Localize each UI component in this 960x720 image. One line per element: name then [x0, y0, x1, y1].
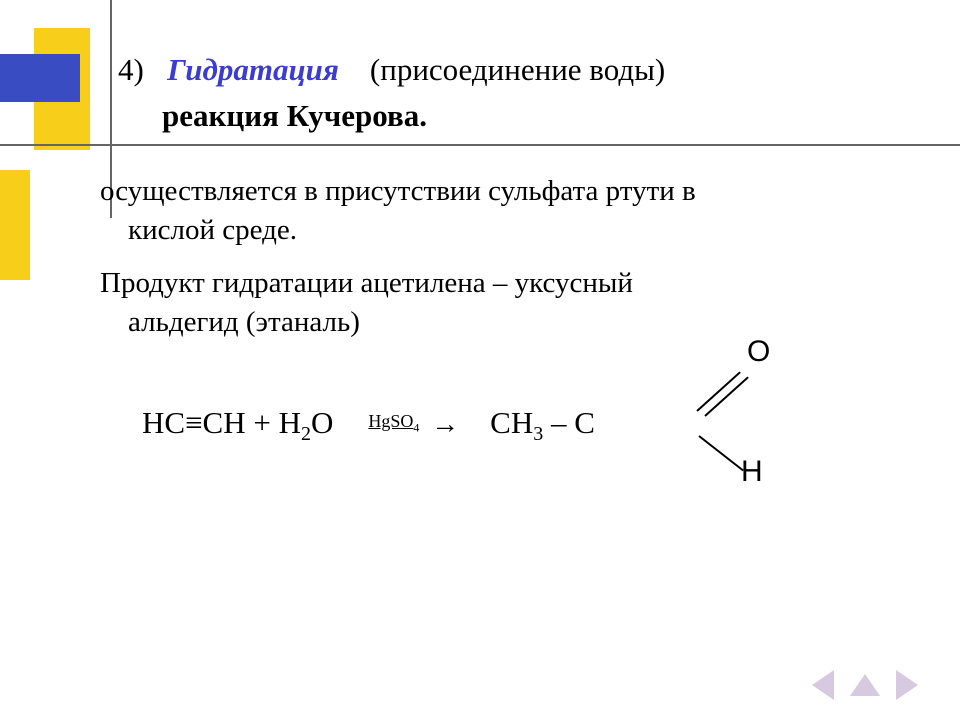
- slide-content: 4) Гидратация (присоединение воды) реакц…: [100, 52, 900, 517]
- reaction-sub-3: 3: [533, 423, 543, 445]
- decor-yellow-2: [0, 170, 30, 280]
- paragraph-2: Продукт гидратации ацетилена – уксусный …: [100, 264, 900, 342]
- nav-prev-button[interactable]: [806, 668, 840, 702]
- reaction-rhs-c: C: [574, 405, 595, 440]
- p1-line1: осуществляется в присутствии сульфата рт…: [100, 175, 696, 207]
- bond-co-1: [696, 371, 740, 411]
- reaction-text: HC≡CH + H2O HgSO4 → CH3 – C: [142, 405, 595, 446]
- triangle-left-icon: [812, 670, 834, 700]
- catalyst-main: HgSO: [368, 411, 413, 431]
- nav-next-button[interactable]: [890, 668, 924, 702]
- reaction-rhs-ch: CH: [490, 405, 533, 440]
- reaction-arrow: →: [431, 409, 459, 440]
- reaction-catalyst: HgSO4: [368, 411, 419, 431]
- heading-sub: реакция Кучерова.: [162, 98, 900, 134]
- oxygen-atom: O: [747, 335, 770, 369]
- bond-ch: [698, 435, 743, 471]
- heading-term: Гидратация: [167, 52, 339, 87]
- p2-line1: Продукт гидратации ацетилена – уксусный: [100, 267, 633, 299]
- heading-number: 4): [118, 52, 144, 87]
- reaction-equation: HC≡CH + H2O HgSO4 → CH3 – C O H: [142, 357, 900, 517]
- triangle-right-icon: [896, 670, 918, 700]
- slide-nav: [806, 668, 924, 702]
- triangle-up-icon: [850, 674, 880, 696]
- reaction-dash: –: [543, 405, 574, 440]
- reaction-lhs-1: HC≡CH + H: [142, 405, 301, 440]
- heading-paren: (присоединение воды): [370, 52, 665, 87]
- paragraph-1: осуществляется в присутствии сульфата рт…: [100, 172, 900, 250]
- catalyst-sub: 4: [413, 420, 419, 434]
- reaction-sub-2: 2: [301, 423, 311, 445]
- heading-line: 4) Гидратация (присоединение воды): [118, 52, 900, 88]
- reaction-lhs-2: O: [311, 405, 333, 440]
- nav-up-button[interactable]: [848, 668, 882, 702]
- decor-blue-1: [0, 54, 80, 102]
- p2-line2: альдегид (этаналь): [128, 303, 900, 342]
- p1-line2: кислой среде.: [128, 211, 900, 250]
- hydrogen-atom: H: [741, 455, 763, 489]
